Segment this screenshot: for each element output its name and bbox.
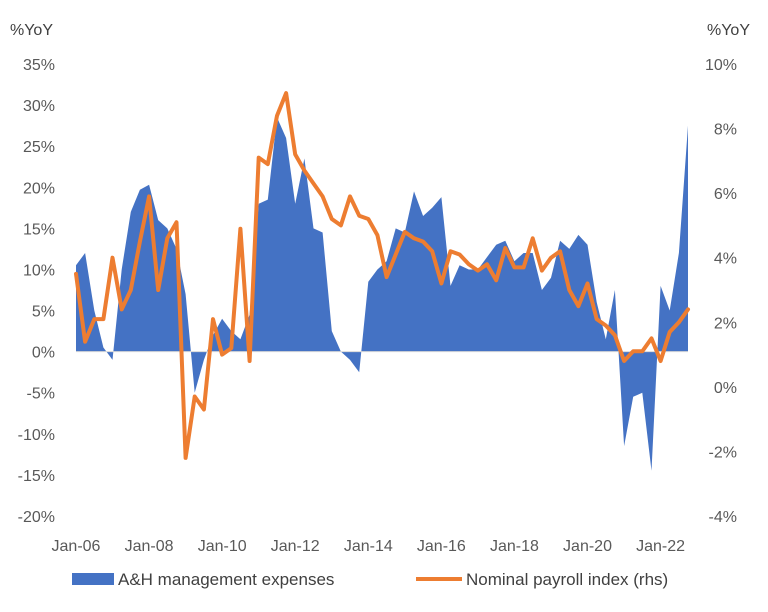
right-tick-label: 8% [714,122,737,139]
x-tick-label: Jan-06 [52,538,101,555]
left-tick-label: 30% [23,98,55,115]
left-tick-label: 35% [23,57,55,74]
left-tick-label: 10% [23,262,55,279]
left-tick-label: -10% [18,427,55,444]
x-tick-label: Jan-08 [125,538,174,555]
line-series [74,91,690,460]
x-tick-label: Jan-14 [344,538,393,555]
left-tick-label: -15% [18,468,55,485]
right-tick-label: -2% [709,444,737,461]
area-fill [76,117,688,471]
left-tick-label: 5% [32,304,55,321]
x-tick-label: Jan-16 [417,538,466,555]
legend-swatch-area [72,573,114,585]
x-tick-label: Jan-12 [271,538,320,555]
left-axis-unit: %YoY [10,22,53,39]
left-tick-label: 15% [23,221,55,238]
left-tick-label: 25% [23,139,55,156]
right-tick-label: 2% [714,315,737,332]
x-tick-label: Jan-22 [636,538,685,555]
right-tick-label: 10% [705,57,737,74]
x-tick-label: Jan-10 [198,538,247,555]
x-tick-label: Jan-18 [490,538,539,555]
legend-label-line: Nominal payroll index (rhs) [466,570,668,589]
legend: A&H management expenses Nominal payroll … [72,570,668,589]
x-axis-ticks: Jan-06 Jan-08 Jan-10 Jan-12 Jan-14 Jan-16 Jan-… [52,538,686,555]
right-tick-label: 0% [714,380,737,397]
right-tick-label: -4% [709,509,737,526]
area-series [76,117,688,471]
left-tick-label: -5% [27,386,55,403]
left-tick-label: 20% [23,180,55,197]
left-axis-ticks: -20% -15% -10% -5% 0% 5% 10% 15% 20% 25% 30% 35% [18,57,55,526]
left-tick-label: 0% [32,345,55,362]
x-tick-label: Jan-20 [563,538,612,555]
legend-label-area: A&H management expenses [118,570,334,589]
right-tick-label: 4% [714,251,737,268]
right-axis-ticks: -4% -2% 0% 2% 4% 6% 8% 10% [705,57,737,526]
right-tick-label: 6% [714,186,737,203]
right-axis-unit: %YoY [707,22,750,39]
payroll-line [74,91,690,460]
left-tick-label: -20% [18,509,55,526]
